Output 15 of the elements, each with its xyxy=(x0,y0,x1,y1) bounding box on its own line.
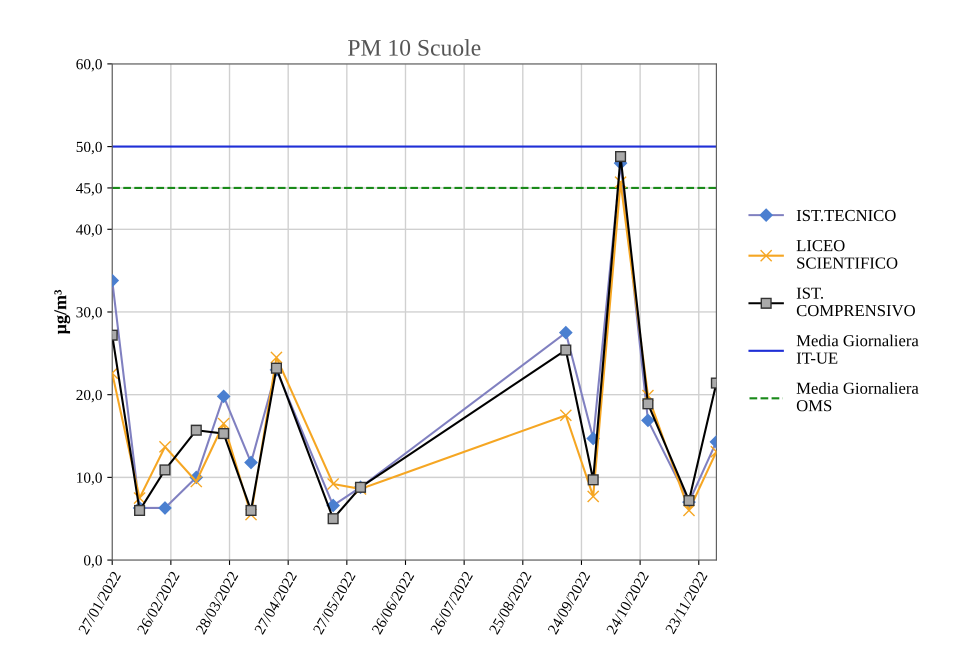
y-tick-label: 0,0 xyxy=(84,555,102,568)
y-tick-label: 30,0 xyxy=(76,307,102,320)
y-tick-label: 50,0 xyxy=(76,142,102,154)
y-tick-label: 20,0 xyxy=(76,390,102,402)
chart-title: PM 10 Scuole xyxy=(348,39,480,56)
legend-label: IST. COMPRENSIVO xyxy=(796,288,915,316)
y-tick-label: 10,0 xyxy=(77,472,102,486)
y-tick-label: 40,0 xyxy=(76,224,102,237)
y-tick-label: 45,0 xyxy=(76,183,102,196)
legend-label: IST.TECNICO xyxy=(796,210,896,222)
legend-label: Media Giornaliera OMS xyxy=(796,382,919,412)
legend-label: LICEO SCIENTIFICO xyxy=(796,240,898,269)
y-tick-label: 60,0 xyxy=(76,59,102,72)
y-axis-title: µg/m³ xyxy=(54,290,70,334)
legend-label: Media Giornaliera IT-UE xyxy=(796,334,919,364)
